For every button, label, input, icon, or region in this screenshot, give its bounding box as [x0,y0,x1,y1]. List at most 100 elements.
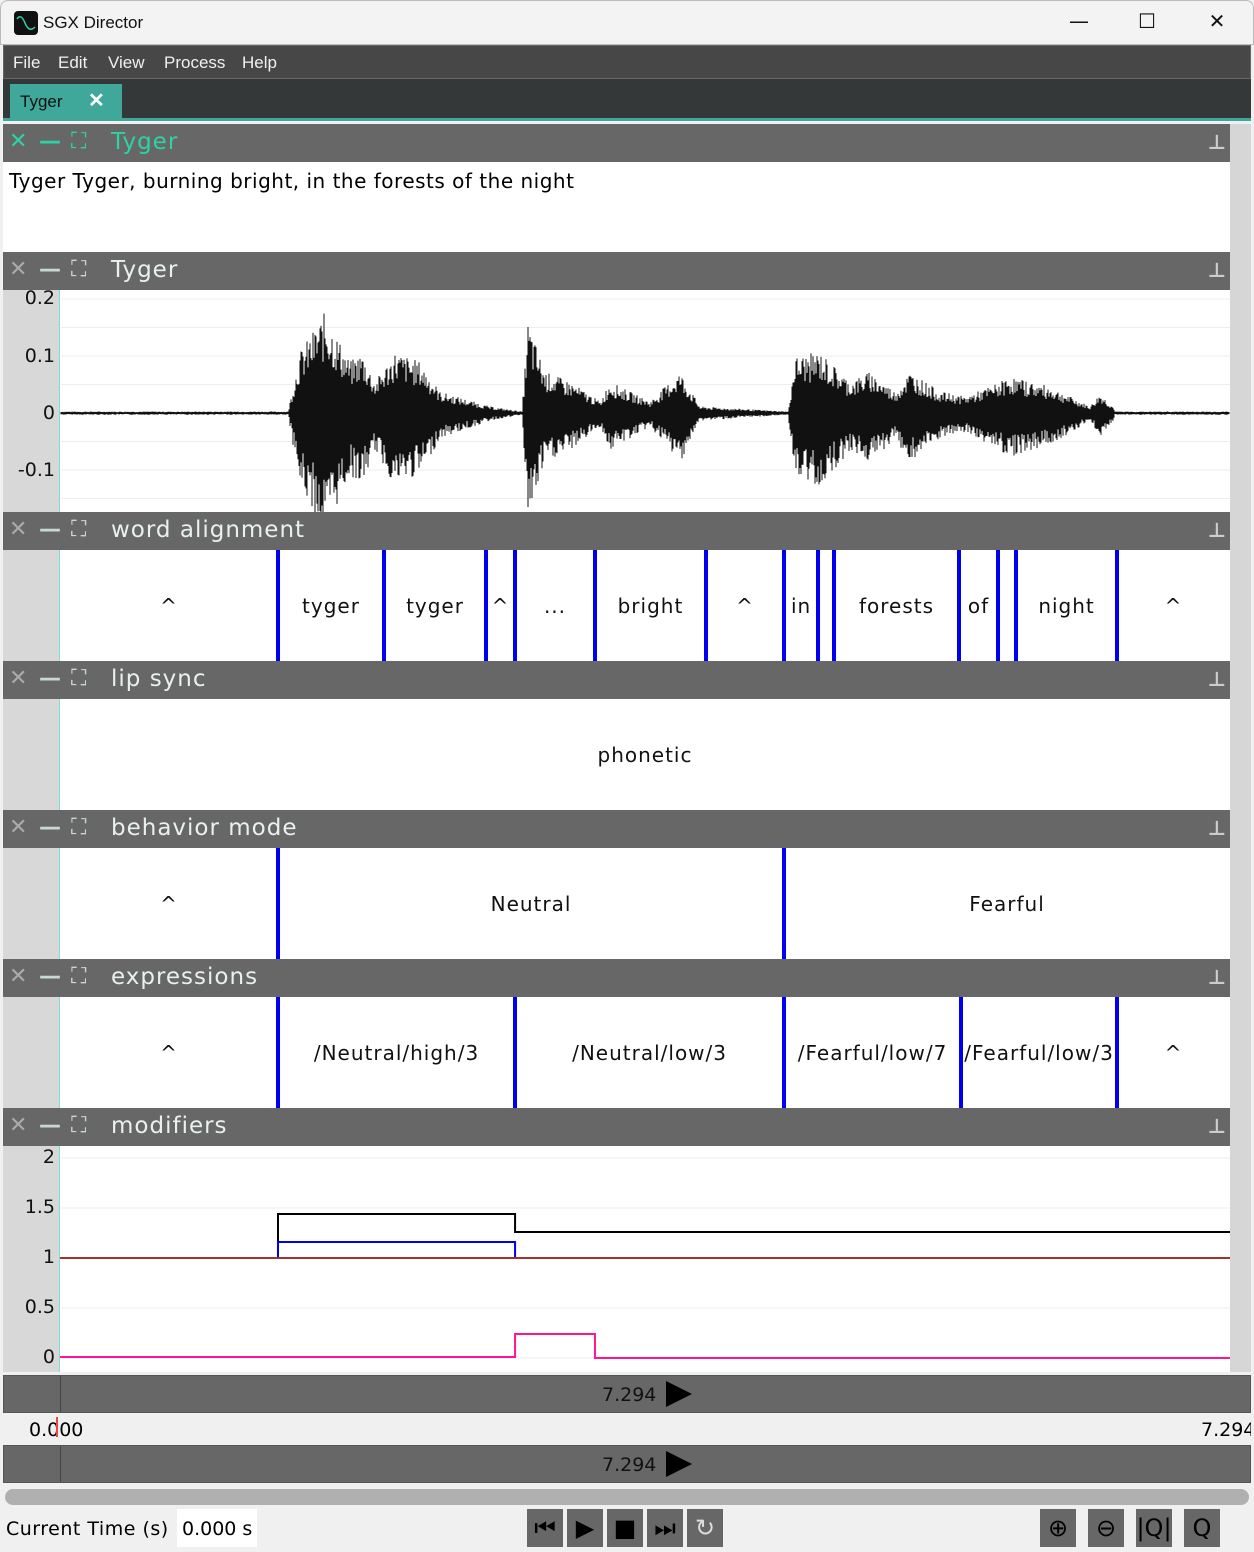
segment-label[interactable]: /Fearful/low/7 [797,1040,948,1065]
pin-icon[interactable]: ⊥ [1207,258,1226,282]
menu-file[interactable]: File [13,53,41,72]
segment-boundary[interactable] [957,550,962,661]
panel-minimize-icon[interactable]: — [39,815,61,840]
segment-label[interactable]: /Neutral/low/3 [572,1040,728,1065]
segment-boundary[interactable] [1014,550,1019,661]
panel-maximize-icon[interactable]: ⛶ [71,815,87,840]
zoom-fit-button[interactable]: Q [1184,1509,1222,1547]
play-button[interactable]: ▶ [567,1509,605,1547]
horizontal-scrollbar[interactable] [5,1489,1249,1505]
timeline-top-bar[interactable]: 7.294 [3,1375,1251,1413]
pin-icon[interactable]: ⊥ [1207,518,1226,542]
segment-boundary[interactable] [703,550,708,661]
segment-label[interactable]: tyger [406,593,464,618]
pin-icon[interactable]: ⊥ [1207,1114,1226,1138]
close-window-button[interactable]: ✕ [1208,9,1226,33]
tab-close-icon[interactable]: ✕ [88,90,105,112]
timeline-bottom-bar[interactable]: 7.294 [3,1445,1251,1483]
segment-boundary[interactable] [816,550,821,661]
pin-icon[interactable]: ⊥ [1207,965,1226,989]
panel-minimize-icon[interactable]: — [39,964,61,989]
vertical-scrollbar[interactable] [1230,124,1251,1372]
menu-process[interactable]: Process [164,53,226,72]
segment-label[interactable]: /Fearful/low/3 [964,1040,1114,1065]
skip-start-button[interactable]: ⏮ [527,1509,565,1547]
panel-maximize-icon[interactable]: ⛶ [71,257,87,282]
segment-boundary[interactable] [1115,550,1120,661]
zoom-selection-button[interactable]: |Q| [1136,1509,1174,1547]
segment-label[interactable]: /Neutral/high/3 [313,1040,480,1065]
segment-label[interactable]: ^ [160,891,178,916]
pin-icon[interactable]: ⊥ [1207,816,1226,840]
pin-icon[interactable]: ⊥ [1207,130,1226,154]
current-time-field[interactable]: 0.000 s [177,1509,257,1547]
playhead-marker[interactable] [56,1417,58,1437]
pin-icon[interactable]: ⊥ [1207,667,1226,691]
stop-button[interactable]: ■ [607,1509,645,1547]
panel-maximize-icon[interactable]: ⛶ [71,129,87,154]
panel-minimize-icon[interactable]: — [39,1113,61,1138]
panel-minimize-icon[interactable]: — [39,517,61,542]
segment-label[interactable]: Fearful [969,891,1045,916]
segment-boundary[interactable] [958,997,963,1108]
segment-boundary[interactable] [782,550,787,661]
panel-minimize-icon[interactable]: — [39,666,61,691]
panel-close-icon[interactable]: ✕ [9,1113,28,1138]
text-content[interactable]: Tyger Tyger, burning bright, in the fore… [9,169,575,193]
segment-label[interactable]: bright [617,593,684,618]
zoom-out-button[interactable]: ⊖ [1088,1509,1126,1547]
segment-label[interactable]: ^ [160,1040,178,1065]
modifiers-chart[interactable] [3,1146,1230,1372]
maximize-button[interactable]: ☐ [1138,9,1156,33]
panel-close-icon[interactable]: ✕ [9,964,28,989]
panel-close-icon[interactable]: ✕ [9,257,28,282]
segment-label[interactable]: ^ [1164,1040,1183,1065]
play-arrow-icon[interactable] [666,1451,692,1477]
segment-label[interactable]: Neutral [490,891,572,916]
segment-boundary[interactable] [592,550,597,661]
panel-maximize-icon[interactable]: ⛶ [71,1113,87,1138]
minimize-button[interactable]: — [1069,9,1089,33]
panel-maximize-icon[interactable]: ⛶ [71,964,87,989]
segment-label[interactable]: ^ [1164,593,1183,618]
segment-boundary[interactable] [513,550,518,661]
menu-help[interactable]: Help [242,53,277,72]
segment-label[interactable]: forests [858,593,935,618]
panel-close-icon[interactable]: ✕ [9,129,28,154]
segment-boundary[interactable] [382,550,387,661]
zoom-in-button[interactable]: ⊕ [1040,1509,1078,1547]
segment-boundary[interactable] [275,550,280,661]
segment-label[interactable]: ^ [491,593,510,618]
segment-boundary[interactable] [996,550,1001,661]
segment-boundary[interactable] [782,848,787,959]
panel-maximize-icon[interactable]: ⛶ [71,517,87,542]
menu-view[interactable]: View [108,53,145,72]
segment-label[interactable]: in [790,593,812,618]
menu-edit[interactable]: Edit [58,53,88,72]
loop-button[interactable]: ↻ [687,1509,725,1547]
segment-label[interactable]: ... [543,593,567,618]
waveform-plot[interactable] [3,290,1230,512]
segment-boundary[interactable] [782,997,787,1108]
panel-close-icon[interactable]: ✕ [9,666,28,691]
play-arrow-icon[interactable] [666,1381,692,1407]
tab-tyger[interactable]: Tyger ✕ [10,84,122,121]
segment-boundary[interactable] [831,550,836,661]
segment-boundary[interactable] [1115,997,1120,1108]
panel-minimize-icon[interactable]: — [39,129,61,154]
segment-boundary[interactable] [275,997,280,1108]
segment-label[interactable]: night [1038,593,1095,618]
segment-boundary[interactable] [484,550,489,661]
segment-label[interactable]: ^ [160,593,178,618]
segment-label[interactable]: phonetic [597,742,693,767]
segment-boundary[interactable] [513,997,518,1108]
segment-label[interactable]: of [967,593,990,618]
panel-maximize-icon[interactable]: ⛶ [71,666,87,691]
segment-label[interactable]: ^ [736,593,754,618]
segment-boundary[interactable] [275,848,280,959]
segment-label[interactable]: tyger [302,593,360,618]
skip-end-button[interactable]: ⏭ [647,1509,685,1547]
panel-minimize-icon[interactable]: — [39,257,61,282]
panel-close-icon[interactable]: ✕ [9,517,28,542]
panel-close-icon[interactable]: ✕ [9,815,28,840]
